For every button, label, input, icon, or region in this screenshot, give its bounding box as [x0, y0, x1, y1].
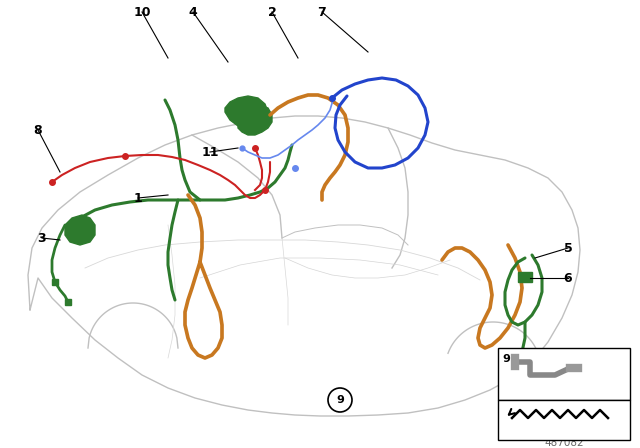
Bar	[518, 272, 532, 282]
Text: 5: 5	[564, 241, 572, 254]
Polygon shape	[65, 215, 95, 245]
Text: 4: 4	[189, 5, 197, 18]
Text: 1: 1	[134, 191, 142, 204]
Text: 10: 10	[133, 5, 151, 18]
Text: 6: 6	[564, 271, 572, 284]
Polygon shape	[238, 105, 272, 135]
Text: 2: 2	[268, 5, 276, 18]
Text: 9: 9	[502, 354, 510, 364]
Text: 9: 9	[336, 395, 344, 405]
Text: 487082: 487082	[544, 438, 584, 448]
Text: 8: 8	[34, 124, 42, 137]
Text: 11: 11	[201, 146, 219, 159]
Polygon shape	[225, 96, 268, 128]
Text: 7: 7	[317, 5, 326, 18]
Bar	[498, 348, 630, 400]
Text: 3: 3	[38, 232, 46, 245]
Bar	[498, 400, 630, 440]
